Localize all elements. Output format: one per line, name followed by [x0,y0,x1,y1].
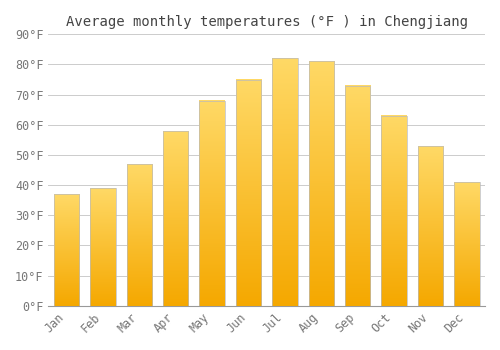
Title: Average monthly temperatures (°F ) in Chengjiang: Average monthly temperatures (°F ) in Ch… [66,15,468,29]
Bar [90,188,116,306]
Bar [382,116,407,306]
Bar [236,79,261,306]
Bar [418,146,443,306]
Bar [454,182,479,306]
Bar [126,164,152,306]
Bar [163,131,188,306]
Bar [308,62,334,306]
Bar [345,86,370,306]
Bar [272,58,297,306]
Bar [200,101,225,306]
Bar [54,194,80,306]
